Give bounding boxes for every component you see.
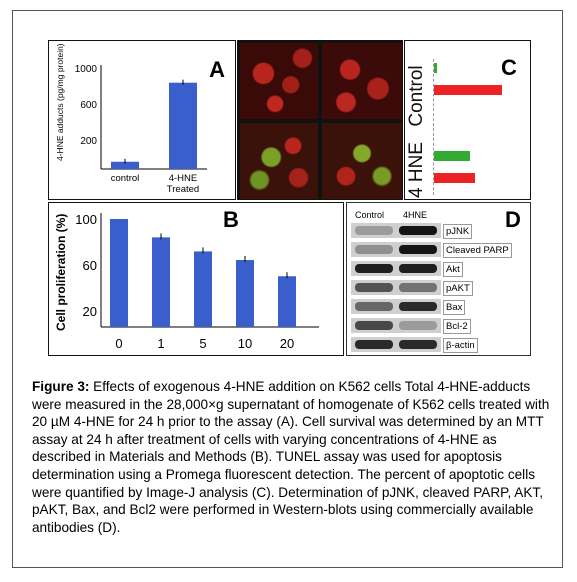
panel-c-axis [433, 59, 435, 195]
panel-a-xlabel-hne-1: 4-HNE [169, 173, 198, 184]
caption-text: Effects of exogenous 4-HNE addition on K… [32, 379, 550, 535]
blot-band-hne [399, 340, 437, 349]
panel-c-bar-hne-green [434, 151, 470, 161]
blot-label: Akt [443, 262, 463, 277]
blot-band-hne [399, 283, 437, 292]
panel-b-bar [110, 219, 128, 327]
panel-b-chart: Cell proliferation (%) 100 60 20 0 1 5 10 20 [54, 212, 319, 351]
blot-row [351, 242, 441, 257]
blot-row [351, 223, 441, 238]
panel-a-ytick: 1000 [75, 64, 98, 75]
tunel-images [237, 40, 403, 200]
blot-band-control [355, 283, 393, 292]
panel-b: B Cell proliferation (%) 100 60 20 0 1 5 10… [48, 202, 344, 356]
blot-band-control [355, 321, 393, 330]
blot-row [351, 280, 441, 295]
panel-d: Control 4HNE D pJNK Cleaved PARP Akt pAKT Ba… [346, 202, 531, 356]
panel-b-ytick: 20 [83, 304, 97, 319]
panel-b-xtick: 1 [157, 336, 164, 351]
tunel-control-image-2 [322, 43, 402, 119]
blot-row [351, 299, 441, 314]
blot-label: pJNK [443, 224, 473, 239]
panel-b-ylabel: Cell proliferation (%) [54, 214, 68, 331]
panel-b-ytick: 100 [75, 212, 97, 227]
blot-row [351, 337, 441, 352]
blot-label: β-actin [443, 338, 478, 353]
panel-b-xtick: 0 [115, 336, 122, 351]
panel-a: A 4-HNE adducts (pg/mg protein) 1000 600… [48, 40, 236, 200]
blot-band-hne [399, 302, 437, 311]
caption-label: Figure 3: [32, 379, 90, 394]
panel-a-ytick: 600 [80, 100, 97, 111]
panel-b-bar [152, 237, 170, 327]
panel-a-ylabel: 4-HNE adducts (pg/mg protein) [55, 43, 65, 161]
tunel-hne-image-1 [240, 123, 318, 199]
panel-b-bar [236, 260, 254, 327]
panel-a-xlabel-hne-2: Treated [167, 184, 199, 195]
blot-row [351, 318, 441, 333]
blot-band-hne [399, 264, 437, 273]
panel-a-ytick: 200 [80, 136, 97, 147]
blot-label: pAKT [443, 281, 473, 296]
panel-a-letter: A [209, 57, 225, 82]
panel-c: C Control 4 HNE [404, 40, 531, 200]
panel-a-chart: 4-HNE adducts (pg/mg protein) 1000 600 2… [55, 43, 207, 195]
panel-c-bar-hne-red [434, 173, 475, 183]
panel-d-col-hne: 4HNE [403, 210, 428, 220]
panel-a-bar [111, 161, 139, 169]
panel-c-label-hne: 4 HNE [406, 142, 427, 198]
figure-caption: Figure 3: Effects of exogenous 4-HNE add… [32, 378, 552, 536]
panel-b-letter: B [223, 207, 239, 232]
blot-band-control [355, 245, 393, 254]
blot-band-control [355, 264, 393, 273]
blot-label: Cleaved PARP [443, 243, 512, 258]
panel-c-bar-control-red [434, 85, 502, 95]
panel-b-xtick: 10 [238, 336, 252, 351]
panel-c-bar-control-green [434, 63, 437, 73]
panel-b-ytick: 60 [83, 258, 97, 273]
tunel-hne-image-2 [322, 123, 402, 199]
panel-b-xtick: 20 [280, 336, 294, 351]
blot-label: Bcl-2 [443, 319, 471, 334]
panel-c-letter: C [501, 55, 517, 80]
panel-b-bar [278, 276, 296, 327]
panel-a-xlabel-control: control [111, 173, 140, 184]
blot-label: Bax [443, 300, 466, 315]
panel-d-col-control: Control [355, 210, 385, 220]
blot-band-control [355, 226, 393, 235]
tunel-control-image-1 [240, 43, 318, 119]
blot-band-control [355, 340, 393, 349]
blot-band-control [355, 302, 393, 311]
panel-b-bar [194, 251, 212, 327]
panel-b-xtick: 5 [199, 336, 206, 351]
panel-a-bar [169, 82, 197, 169]
blot-row [351, 261, 441, 276]
panel-d-letter: D [505, 207, 521, 232]
panel-c-label-control: Control [406, 65, 427, 127]
blot-band-hne [399, 321, 437, 330]
blot-band-hne [399, 245, 437, 254]
blot-band-hne [399, 226, 437, 235]
